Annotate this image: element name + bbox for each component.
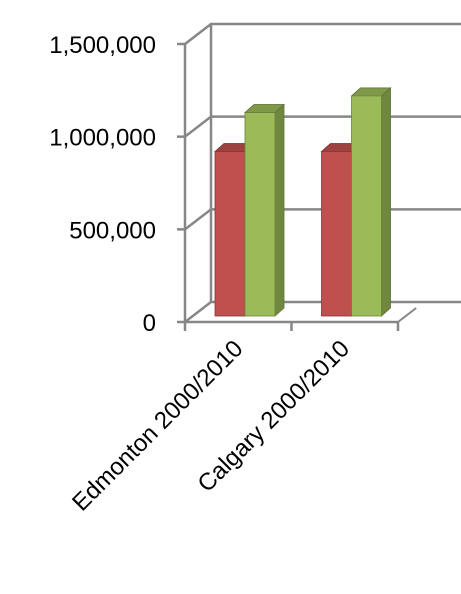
y-tick-label: 500,000 [69, 217, 156, 244]
y-axis-tick-labels: 0 500,000 1,000,000 1,500,000 [49, 32, 156, 337]
bar [351, 95, 382, 317]
y-tick-label: 1,500,000 [49, 32, 156, 59]
bar [244, 112, 276, 317]
bar [321, 151, 352, 317]
bars [213, 87, 392, 317]
x-category-label: Edmonton 2000/2010 [67, 335, 248, 516]
bar-side [381, 87, 391, 317]
y-tick-label: 0 [143, 310, 156, 337]
axes [177, 24, 417, 331]
bar-side [274, 103, 285, 317]
floor-right-edge [397, 307, 417, 323]
y-tick-label: 1,000,000 [49, 125, 156, 152]
bar [214, 151, 246, 317]
